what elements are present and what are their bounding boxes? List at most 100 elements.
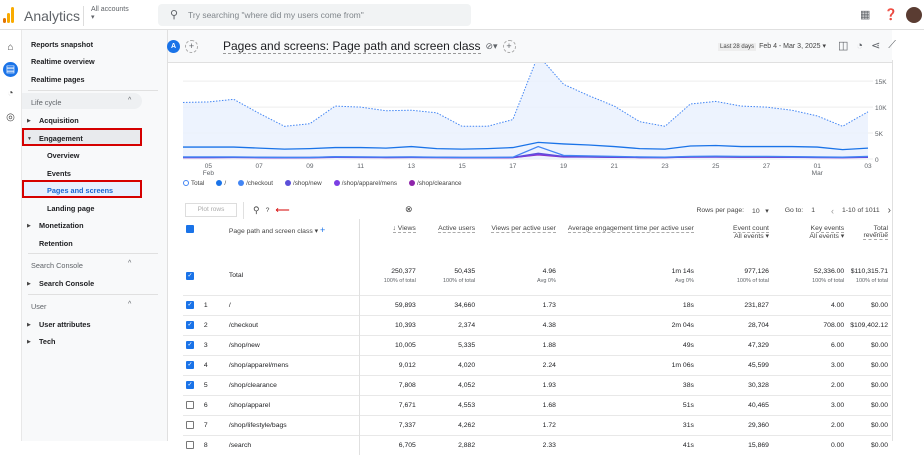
total-row: ✓ Total 250,377 100% of total 50,435 100% … (183, 257, 891, 295)
section-search-console-label: Search Console (31, 261, 83, 270)
row-avg-engagement: 18s (558, 294, 697, 315)
dimension-header[interactable]: Page path and screen class (228, 228, 313, 235)
search-input[interactable]: ⚲ Try searching "where did my users come … (158, 4, 471, 26)
sidebar-item-events[interactable]: Events (47, 169, 71, 178)
select-all-checkbox[interactable] (186, 225, 194, 233)
views-header[interactable]: ↓ Views (392, 225, 416, 233)
search-icon[interactable]: ⚲ (253, 205, 260, 215)
row-checkbox[interactable]: ✓ (186, 341, 194, 349)
legend-item[interactable]: Total (183, 180, 210, 187)
caret-right-icon: ▶ (27, 118, 31, 124)
sidebar-item-tech[interactable]: Tech (39, 337, 56, 346)
key-events-header[interactable]: Key events (810, 225, 845, 233)
explore-icon[interactable]: ◔ (7, 88, 14, 99)
legend-item[interactable]: /shop/clearance (409, 180, 467, 187)
sidebar-item-realtime-overview[interactable]: Realtime overview (31, 57, 95, 66)
legend-item[interactable]: /checkout (238, 180, 279, 187)
add-dimension-icon[interactable]: + (319, 225, 326, 235)
row-checkbox[interactable]: ✓ (186, 361, 194, 369)
add-comparison-button[interactable]: + (185, 40, 198, 53)
date-preset: Last 28 days (718, 42, 757, 51)
total-key-sub: 100% of total (812, 277, 845, 284)
user-avatar[interactable] (906, 7, 922, 23)
legend-label: /shop/clearance (417, 180, 462, 187)
chevron-up-icon[interactable]: ^ (128, 260, 132, 267)
row-checkbox[interactable] (186, 421, 194, 429)
sidebar-item-search-console[interactable]: Search Console (39, 279, 95, 288)
next-page-icon[interactable]: › (887, 205, 891, 216)
legend-item[interactable]: /shop/apparel/mens (333, 180, 403, 187)
row-views-per-user: 1.68 (478, 394, 559, 415)
comparison-badge[interactable]: A (167, 40, 180, 53)
key-filter-select[interactable]: All events (809, 233, 839, 240)
row-checkbox[interactable]: ✓ (186, 301, 194, 309)
trend-icon[interactable]: ⟋ (888, 39, 896, 51)
sidebar-item-pages-and-screens[interactable]: Pages and screens (47, 186, 114, 195)
rows-per-page-select[interactable]: 10 ▾ (752, 207, 769, 215)
status-check-icon[interactable]: ⊘▾ (485, 41, 498, 51)
total-checkbox[interactable]: ✓ (186, 271, 194, 280)
date-range: Feb 4 - Mar 3, 2025 (759, 42, 821, 50)
active-users-header[interactable]: Active users (438, 225, 476, 233)
row-active-users: 4,020 (418, 354, 479, 375)
sidebar-item-monetization[interactable]: Monetization (39, 221, 84, 230)
row-views: 6,705 (359, 434, 419, 455)
apps-grid-icon[interactable]: ▦ (860, 9, 871, 21)
sidebar-item-overview[interactable]: Overview (47, 151, 80, 160)
clear-search-icon[interactable]: ⊗ (405, 204, 413, 214)
sidebar-item-retention[interactable]: Retention (39, 239, 73, 248)
event-count-header[interactable]: Event count (733, 225, 769, 233)
avg-engagement-header[interactable]: Average engagement time per active user (567, 225, 694, 233)
table-search-input[interactable]: ? (265, 207, 270, 214)
row-page-path[interactable]: /shop/lifestyle/bags (212, 414, 360, 435)
advertising-icon[interactable]: ◎ (6, 112, 15, 123)
row-page-path[interactable]: /shop/apparel/mens (212, 354, 360, 375)
row-checkbox[interactable]: ✓ (186, 321, 194, 329)
prev-page-icon[interactable]: ‹ (830, 205, 834, 216)
chevron-up-icon[interactable]: ^ (128, 301, 132, 308)
add-filter-button[interactable]: + (502, 40, 516, 53)
row-checkbox[interactable]: ✓ (186, 381, 194, 389)
chevron-up-icon[interactable]: ^ (128, 97, 132, 104)
sidebar-item-landing-page[interactable]: Landing page (47, 204, 95, 213)
sidebar-item-engagement[interactable]: Engagement (39, 134, 83, 143)
row-revenue: $0.00 (847, 294, 891, 315)
row-number: 6 (200, 394, 213, 415)
row-page-path[interactable]: /shop/clearance (212, 374, 360, 395)
insights-icon[interactable]: ◔ (856, 39, 864, 52)
share-icon[interactable]: ⋖ (871, 40, 881, 52)
compare-icon[interactable]: ◫ (838, 40, 849, 52)
section-lifecycle-header[interactable] (22, 93, 142, 109)
page-title[interactable]: Pages and screens: Page path and screen … (223, 39, 481, 54)
help-icon[interactable]: ❓ (884, 9, 898, 21)
row-revenue: $0.00 (847, 334, 891, 355)
goto-label: Go to: (784, 207, 804, 214)
views-per-user-header[interactable]: Views per active user (491, 225, 556, 233)
row-page-path[interactable]: /shop/apparel (212, 394, 360, 415)
row-checkbox[interactable] (186, 401, 194, 409)
plot-rows-button[interactable]: Plot rows (185, 203, 237, 217)
sidebar-item-acquisition[interactable]: Acquisition (39, 116, 79, 125)
sidebar-item-realtime-pages[interactable]: Realtime pages (31, 75, 85, 84)
row-page-path[interactable]: /shop/new (212, 334, 360, 355)
caret-right-icon: ▶ (27, 339, 31, 345)
date-range-picker[interactable]: Last 28 days Feb 4 - Mar 3, 2025 ▾ (718, 42, 827, 51)
x-tick-label: 21 (611, 163, 619, 170)
row-page-path[interactable]: / (212, 294, 360, 315)
row-views-per-user: 2.24 (478, 354, 559, 375)
legend-item[interactable]: / (216, 180, 232, 187)
row-avg-engagement: 1m 06s (558, 354, 697, 375)
x-tick-label: 19 (560, 163, 568, 170)
row-checkbox[interactable] (186, 441, 194, 450)
revenue-header[interactable]: Total revenue (863, 225, 888, 240)
goto-input[interactable]: 1 (811, 207, 815, 214)
legend-item[interactable]: /shop/new (285, 180, 328, 187)
sidebar-item-reports-snapshot[interactable]: Reports snapshot (31, 40, 94, 49)
reports-icon[interactable]: ▤ (3, 62, 18, 77)
sidebar-item-user-attributes[interactable]: User attributes (39, 320, 91, 329)
home-icon[interactable]: ⌂ (7, 42, 14, 53)
row-page-path[interactable]: /search (212, 434, 360, 455)
event-filter-select[interactable]: All events (734, 233, 764, 240)
row-page-path[interactable]: /checkout (212, 314, 360, 335)
account-selector[interactable]: All accounts ▾ (83, 6, 129, 26)
